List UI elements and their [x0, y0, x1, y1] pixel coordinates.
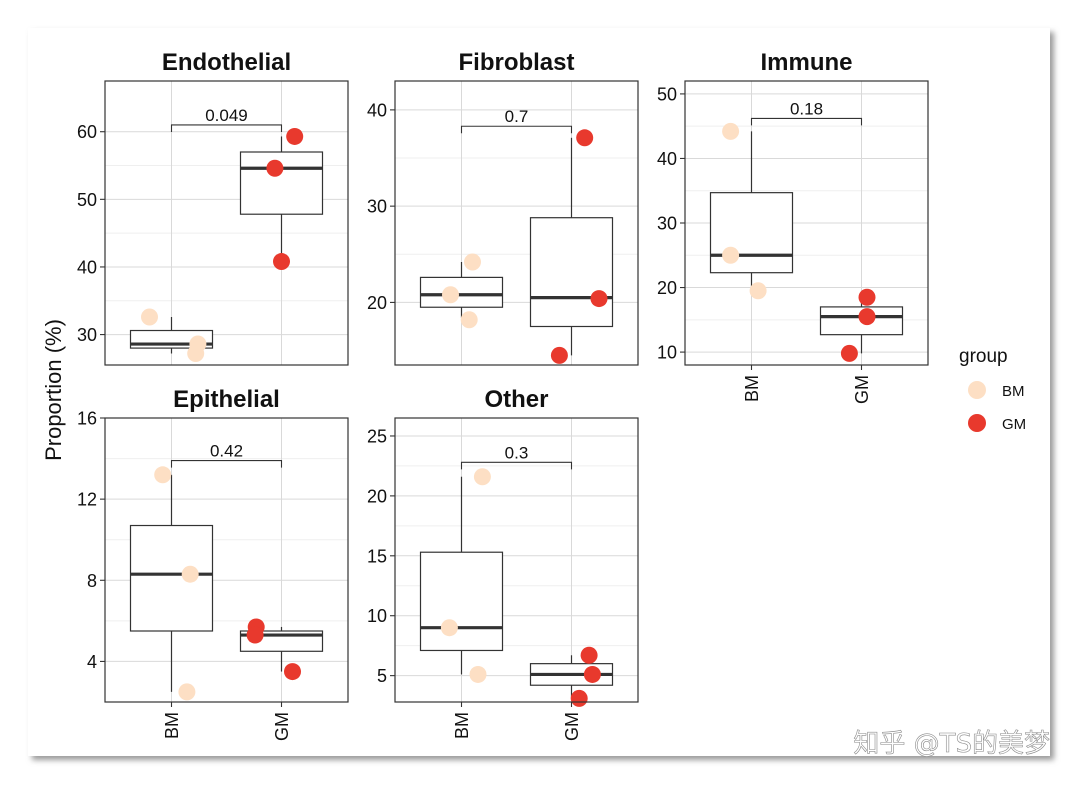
y-tick-label: 4	[87, 652, 97, 672]
significance-bracket	[170, 460, 283, 468]
data-point-gm	[570, 689, 588, 707]
box-bm	[419, 551, 504, 652]
panel-title: Immune	[760, 49, 852, 76]
y-tick-label: 30	[657, 214, 677, 234]
p-value-label: 0.7	[505, 107, 529, 126]
data-point-gm	[273, 253, 290, 271]
legend-key-bm	[968, 381, 986, 399]
panel-title: Epithelial	[173, 386, 280, 413]
data-point-bm	[722, 122, 740, 140]
facet-panels: Endothelial 0.049 30 40 50 60 Fibroblast 0.7 20 3…	[77, 49, 929, 741]
data-point-bm	[440, 619, 458, 637]
card-background	[28, 28, 1050, 756]
panel-border	[104, 417, 349, 703]
data-point-gm	[580, 646, 598, 664]
p-value-label: 0.42	[210, 442, 243, 461]
data-point-bm	[141, 308, 158, 326]
x-tick-label: BM	[162, 712, 182, 739]
y-tick-label: 20	[367, 293, 387, 313]
facet-panel: Immune 0.18 10 20 30 40 50 BM GM	[657, 49, 929, 404]
y-tick-label: 40	[657, 149, 677, 169]
legend-title: group	[959, 346, 1008, 367]
data-point-gm	[550, 346, 568, 364]
data-point-gm	[576, 129, 594, 147]
x-tick-label: GM	[852, 375, 872, 404]
data-point-bm	[187, 345, 205, 363]
significance-bracket	[170, 124, 283, 132]
data-point-gm	[858, 308, 876, 326]
data-point-gm	[840, 344, 858, 362]
y-tick-label: 5	[377, 666, 387, 686]
data-point-bm	[460, 311, 478, 329]
y-tick-label: 30	[77, 325, 97, 345]
y-tick-label: 20	[367, 486, 387, 506]
x-tick-label: BM	[742, 375, 762, 402]
facet-panel: Fibroblast 0.7 20 30 40	[367, 49, 639, 366]
y-tick-label: 40	[77, 257, 97, 277]
legend-label-gm: GM	[1002, 416, 1026, 433]
data-point-bm	[469, 665, 487, 683]
data-point-bm	[473, 468, 491, 486]
significance-bracket	[750, 117, 863, 126]
y-axis-label: Proportion (%)	[41, 319, 66, 461]
data-point-bm	[722, 246, 740, 264]
data-point-gm	[266, 159, 284, 177]
y-tick-label: 10	[367, 606, 387, 626]
p-value-label: 0.049	[205, 106, 248, 125]
box-bm	[129, 524, 214, 632]
y-tick-label: 12	[77, 490, 97, 510]
p-value-label: 0.18	[790, 99, 823, 118]
y-tick-label: 40	[367, 100, 387, 120]
facet-panel: Epithelial 0.42 4 8 12 16 BM GM	[77, 386, 349, 741]
legend: group BM GM	[959, 346, 1026, 433]
y-tick-label: 20	[657, 278, 677, 298]
watermark: 知乎 @TS的美梦	[853, 729, 1050, 759]
data-point-bm	[749, 282, 767, 300]
legend-label-bm: BM	[1002, 383, 1025, 400]
box-bm	[419, 276, 504, 308]
legend-key-gm	[968, 414, 986, 432]
data-point-bm	[181, 565, 199, 583]
data-point-gm	[246, 626, 264, 644]
data-point-gm	[583, 665, 601, 683]
box-bm	[709, 192, 794, 274]
panel-title: Endothelial	[162, 49, 291, 76]
y-tick-label: 8	[87, 571, 97, 591]
facet-panel: Other 0.3 5 10 15 20 25 BM GM	[367, 386, 639, 741]
panel-title: Fibroblast	[458, 49, 574, 76]
data-point-bm	[442, 286, 459, 304]
data-point-bm	[464, 253, 481, 271]
data-point-bm	[154, 466, 172, 484]
y-tick-label: 50	[657, 84, 677, 104]
y-tick-label: 16	[77, 409, 97, 429]
data-point-gm	[286, 127, 304, 145]
y-tick-label: 10	[657, 343, 677, 363]
y-tick-label: 30	[367, 197, 387, 217]
x-tick-label: BM	[452, 712, 472, 739]
box-gm	[529, 217, 614, 328]
panel-title: Other	[484, 386, 548, 413]
panel-border	[394, 417, 639, 703]
panel-border	[104, 80, 349, 366]
p-value-label: 0.3	[505, 443, 529, 462]
x-tick-label: GM	[562, 712, 582, 741]
facet-panel: Endothelial 0.049 30 40 50 60	[77, 49, 349, 366]
significance-bracket	[460, 461, 573, 470]
box-gm	[239, 151, 324, 215]
y-tick-label: 25	[367, 426, 387, 446]
data-point-gm	[858, 288, 876, 306]
y-tick-label: 15	[367, 546, 387, 566]
data-point-gm	[590, 290, 608, 308]
y-tick-label: 60	[77, 122, 97, 142]
x-tick-label: GM	[272, 712, 292, 741]
data-point-gm	[284, 663, 301, 681]
data-point-bm	[178, 683, 196, 701]
significance-bracket	[460, 125, 573, 134]
y-tick-label: 50	[77, 190, 97, 210]
panel-border	[394, 80, 639, 366]
